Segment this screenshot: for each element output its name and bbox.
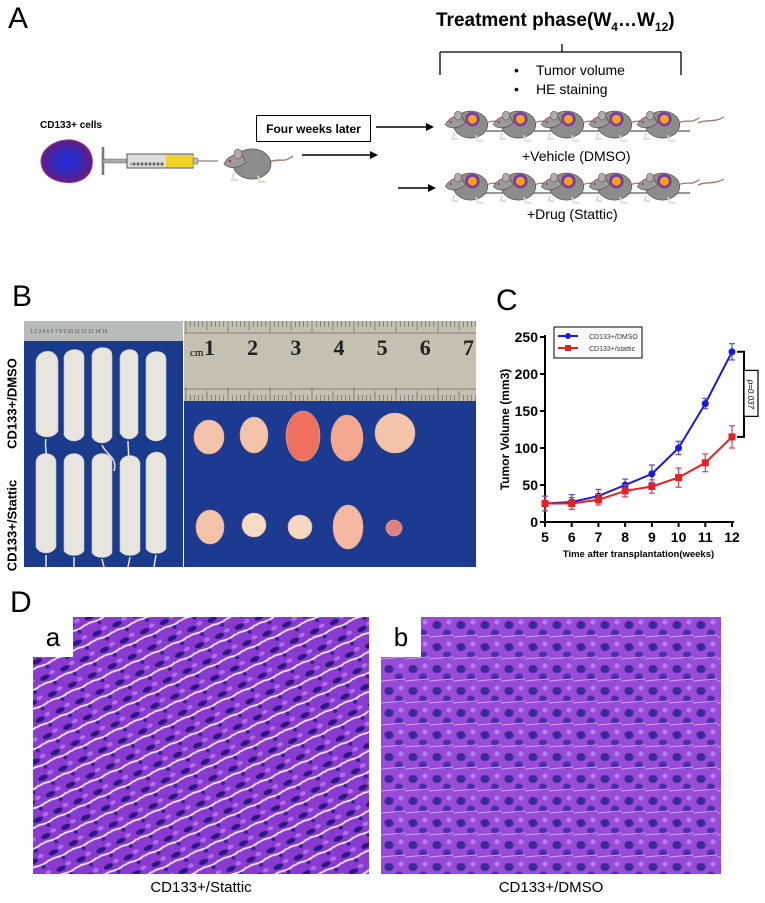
row-label-stattic: CD133+/Stattic bbox=[4, 479, 20, 572]
histology-image-dmso: b bbox=[381, 617, 721, 874]
tumors-photo-overlay: cm 1 2 3 4 5 6 7 bbox=[184, 321, 476, 567]
ruler-unit: cm bbox=[190, 347, 204, 359]
panel-b-letter: B bbox=[12, 280, 33, 313]
caption-stattic: CD133+/Stattic bbox=[150, 879, 252, 896]
svg-text:8: 8 bbox=[621, 529, 629, 545]
svg-text:50: 50 bbox=[522, 477, 538, 493]
he-stain-texture bbox=[381, 617, 721, 874]
svg-text:250: 250 bbox=[515, 329, 539, 345]
ruler-number: 3 bbox=[290, 335, 302, 360]
tumors-photo bbox=[184, 321, 476, 567]
title-mid: …W bbox=[617, 10, 655, 31]
cell-icon bbox=[40, 139, 93, 184]
svg-text:Tumor Volume (mm3): Tumor Volume (mm3) bbox=[498, 369, 512, 491]
arrow-right-icon bbox=[398, 184, 436, 192]
sublabel-b: b bbox=[381, 617, 421, 657]
he-stain-texture bbox=[33, 617, 369, 874]
svg-text:CD133+/stattic: CD133+/stattic bbox=[589, 346, 636, 353]
svg-text:p=0.037: p=0.037 bbox=[746, 379, 755, 410]
ruler-number: 5 bbox=[376, 335, 388, 360]
svg-text:Time after transplantation(wee: Time after transplantation(weeks) bbox=[563, 549, 714, 560]
treatment-phase-title: Treatment phase(W4…W12) bbox=[436, 10, 675, 34]
ruler-numbers: 1 2 3 4 5 6 7 bbox=[204, 335, 474, 361]
title-text: Treatment phase(W bbox=[436, 10, 612, 31]
bullet-item: • Tumor volume bbox=[514, 62, 625, 78]
drug-stattic-label: +Drug (Stattic) bbox=[527, 206, 618, 222]
ruler-number: 2 bbox=[247, 335, 259, 360]
svg-text:10: 10 bbox=[671, 529, 687, 545]
bullet-item: • HE staining bbox=[514, 81, 608, 97]
panel-c-letter: C bbox=[496, 284, 518, 317]
svg-text:11: 11 bbox=[698, 529, 713, 545]
title-subscript-end: 12 bbox=[654, 19, 669, 34]
svg-text:1 2 3 4 5 6 7 8 9 10 11 12 13: 1 2 3 4 5 6 7 8 9 10 11 12 13 14 15 bbox=[30, 329, 108, 335]
cd133-cells-label: CD133+ cells bbox=[40, 120, 102, 131]
measurement-list: • Tumor volume • HE staining bbox=[514, 61, 625, 99]
ruler-number: 6 bbox=[419, 335, 431, 360]
row-label-dmso: CD133+/DMSO bbox=[4, 358, 20, 449]
tumor-volume-chart: 0 50 100 150 200 250 5 6 7 8 9 10 11 12 Time after tra… bbox=[498, 326, 759, 560]
svg-text:100: 100 bbox=[515, 440, 539, 456]
ruler-number: 4 bbox=[333, 335, 345, 360]
four-weeks-later-box: Four weeks later bbox=[256, 115, 371, 142]
vehicle-dmso-label: +Vehicle (DMSO) bbox=[522, 148, 631, 164]
histology-image-stattic: a bbox=[33, 617, 369, 874]
bullet-he-staining: HE staining bbox=[536, 81, 608, 97]
svg-text:200: 200 bbox=[515, 366, 539, 382]
svg-text:9: 9 bbox=[648, 529, 656, 545]
sublabel-a: a bbox=[33, 617, 73, 657]
syringe-icon bbox=[101, 147, 218, 175]
arrow-right-icon bbox=[302, 151, 378, 159]
title-subscript-start: 4 bbox=[611, 19, 618, 34]
caption-dmso: CD133+/DMSO bbox=[498, 879, 604, 896]
svg-text:5: 5 bbox=[541, 529, 549, 545]
arrow-right-icon bbox=[376, 123, 434, 131]
mouse-icon bbox=[223, 148, 293, 183]
bullet-tumor-volume: Tumor volume bbox=[536, 62, 625, 78]
panel-d-letter: D bbox=[10, 586, 32, 619]
svg-text:7: 7 bbox=[595, 529, 603, 545]
svg-text:12: 12 bbox=[724, 529, 740, 545]
treatment-bracket bbox=[439, 44, 682, 75]
vehicle-mice-group bbox=[440, 103, 725, 147]
svg-text:6: 6 bbox=[568, 529, 576, 545]
title-end: ) bbox=[668, 10, 675, 31]
tumor-specimens bbox=[193, 410, 416, 550]
ruler-number: 7 bbox=[462, 335, 474, 360]
drug-mice-group bbox=[440, 165, 725, 209]
svg-text:CD133+/DMSO: CD133+/DMSO bbox=[589, 334, 638, 341]
panel-a-letter: A bbox=[8, 2, 29, 35]
mice-photo: 1 2 3 4 5 6 7 8 9 10 11 12 13 14 15 bbox=[24, 321, 183, 567]
svg-text:0: 0 bbox=[530, 514, 538, 530]
ruler-number: 1 bbox=[204, 335, 215, 360]
svg-text:150: 150 bbox=[515, 403, 539, 419]
